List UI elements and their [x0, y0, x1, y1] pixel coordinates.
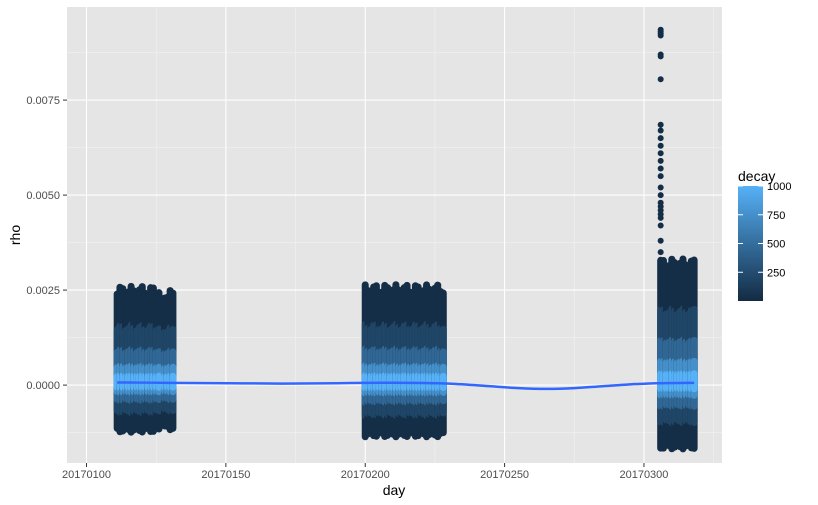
x-tick-label: 20170200 [341, 469, 390, 481]
x-tick-label: 20170100 [62, 469, 111, 481]
y-axis-ticks: 0.0000 0.0025 0.0050 0.0075 [26, 95, 67, 392]
y-axis-title: rho [7, 225, 23, 245]
x-axis-title: day [383, 482, 406, 498]
data-points [113, 255, 698, 453]
x-axis-ticks: 20170100 20170150 20170200 20170250 20170300 [62, 463, 668, 481]
outlier-point [657, 256, 664, 263]
outlier-point [657, 173, 664, 180]
x-tick-label: 20170250 [480, 469, 529, 481]
outlier-point [657, 150, 664, 157]
outlier-point [657, 271, 664, 278]
outlier-point [657, 142, 664, 149]
outlier-point [657, 53, 664, 60]
outlier-point [657, 249, 664, 256]
outlier-point [657, 127, 664, 134]
legend-breaks: 250 500 750 1000 [738, 181, 791, 279]
x-tick-label: 20170150 [201, 469, 250, 481]
legend-break-label: 1000 [767, 181, 791, 193]
outlier-point [657, 135, 664, 142]
outlier-point [657, 264, 664, 271]
outlier-point [657, 157, 664, 164]
outlier-point [657, 165, 664, 172]
color-legend: decay 250 500 750 1000 [738, 168, 791, 301]
outlier-point [657, 222, 664, 229]
outlier-points [657, 26, 664, 278]
x-tick-label: 20170300 [619, 469, 668, 481]
legend-break-label: 500 [767, 239, 785, 251]
y-tick-label: 0.0025 [26, 285, 60, 297]
smooth-trend-line [117, 381, 695, 391]
legend-title: decay [738, 168, 775, 184]
outlier-point [657, 214, 664, 221]
legend-break-label: 250 [767, 267, 785, 279]
y-tick-label: 0.0000 [26, 380, 60, 392]
outlier-point [657, 237, 664, 244]
outlier-point [657, 192, 664, 199]
outlier-point [657, 184, 664, 191]
y-tick-label: 0.0075 [26, 95, 60, 107]
outlier-point [657, 121, 664, 128]
y-tick-label: 0.0050 [26, 190, 60, 202]
outlier-point [657, 32, 664, 39]
outlier-point [657, 76, 664, 83]
legend-break-label: 750 [767, 210, 785, 222]
